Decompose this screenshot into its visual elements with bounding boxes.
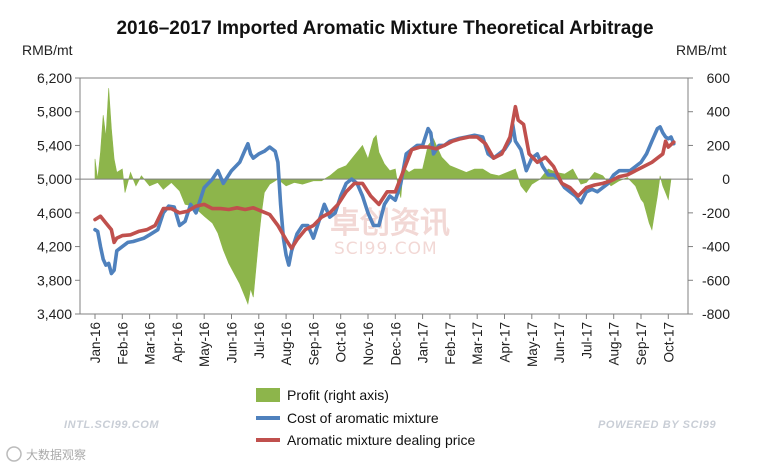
x-tick-label: Aug-17 xyxy=(607,322,622,366)
right-axis-unit: RMB/mt xyxy=(676,42,727,58)
left-tick-label: 3,800 xyxy=(37,272,72,288)
x-tick-label: Feb-17 xyxy=(443,322,458,365)
legend-label-profit: Profit (right axis) xyxy=(287,387,389,403)
line-layer xyxy=(93,104,676,276)
footer-right: POWERED BY SCI99 xyxy=(598,419,716,431)
x-tick-label: Mar-17 xyxy=(470,322,485,365)
profit-area xyxy=(94,88,672,305)
x-tick-label: Oct-17 xyxy=(661,322,676,363)
x-tick-label: Jan-17 xyxy=(416,322,431,363)
watermark-en: SCI99.COM xyxy=(334,239,438,259)
left-tick-label: 4,600 xyxy=(37,205,72,221)
x-tick-label: Sep-17 xyxy=(634,322,649,366)
watermark-cn: 卓创资讯 xyxy=(330,206,450,241)
x-tick-label: Feb-16 xyxy=(115,322,130,365)
corner-logo-icon xyxy=(6,446,22,462)
left-tick-label: 5,800 xyxy=(37,104,72,120)
x-tick-label: May-17 xyxy=(525,322,540,367)
x-tick-label: Jan-16 xyxy=(88,322,103,363)
x-tick-label: May-16 xyxy=(197,322,212,367)
left-tick-label: 3,400 xyxy=(37,306,72,322)
x-tick-label: Apr-16 xyxy=(170,322,185,363)
right-tick-label: -400 xyxy=(702,239,730,255)
legend: Profit (right axis) Cost of aromatic mix… xyxy=(256,387,476,448)
x-tick-label: Jul-16 xyxy=(252,322,267,359)
right-tick-label: -200 xyxy=(702,205,730,221)
right-axis-ticks: -800 -600 -400 -200 0 200 400 600 xyxy=(688,70,730,322)
x-tick-label: Aug-16 xyxy=(279,322,294,366)
right-tick-label: 600 xyxy=(707,70,731,86)
right-tick-label: -800 xyxy=(702,306,730,322)
left-tick-label: 5,000 xyxy=(37,171,72,187)
left-axis-ticks: 3,400 3,800 4,200 4,600 5,000 5,400 5,800 6,200 xyxy=(37,70,80,322)
footer-left: INTL.SCI99.COM xyxy=(64,419,159,431)
x-axis-ticks: Jan-16 Feb-16 Mar-16 Apr-16 May-16 Jun-16 Jul-… xyxy=(88,314,676,367)
price-line xyxy=(93,104,676,251)
x-tick-label: Jun-16 xyxy=(225,322,240,363)
x-tick-label: Oct-16 xyxy=(334,322,349,363)
chart-title: 2016–2017 Imported Aromatic Mixture Theo… xyxy=(116,18,653,39)
x-tick-label: Nov-16 xyxy=(361,322,376,366)
plot-border xyxy=(79,77,689,315)
x-tick-label: Sep-16 xyxy=(306,322,321,366)
plot-frame xyxy=(79,77,689,315)
legend-swatch-profit xyxy=(256,388,280,402)
x-tick-label: Jun-17 xyxy=(552,322,567,363)
right-tick-label: 400 xyxy=(707,104,731,120)
left-tick-label: 4,200 xyxy=(37,239,72,255)
x-tick-label: Mar-16 xyxy=(143,322,158,365)
left-tick-label: 6,200 xyxy=(37,70,72,86)
x-tick-label: Apr-17 xyxy=(498,322,513,363)
left-axis-unit: RMB/mt xyxy=(22,42,73,58)
legend-label-cost: Cost of aromatic mixture xyxy=(287,410,439,426)
x-tick-label: Jul-17 xyxy=(579,322,594,359)
watermark: 卓创资讯 SCI99.COM xyxy=(330,206,450,259)
right-tick-label: -600 xyxy=(702,272,730,288)
left-tick-label: 5,400 xyxy=(37,137,72,153)
corner-mark: 大数据观察 xyxy=(6,446,86,462)
corner-mark-text: 大数据观察 xyxy=(26,447,86,462)
right-tick-label: 0 xyxy=(722,171,730,187)
cost-line xyxy=(93,122,676,276)
x-tick-label: Dec-16 xyxy=(388,322,403,366)
right-tick-label: 200 xyxy=(707,137,731,153)
legend-label-price: Aromatic mixture dealing price xyxy=(287,432,476,448)
profit-area-layer xyxy=(94,88,672,305)
